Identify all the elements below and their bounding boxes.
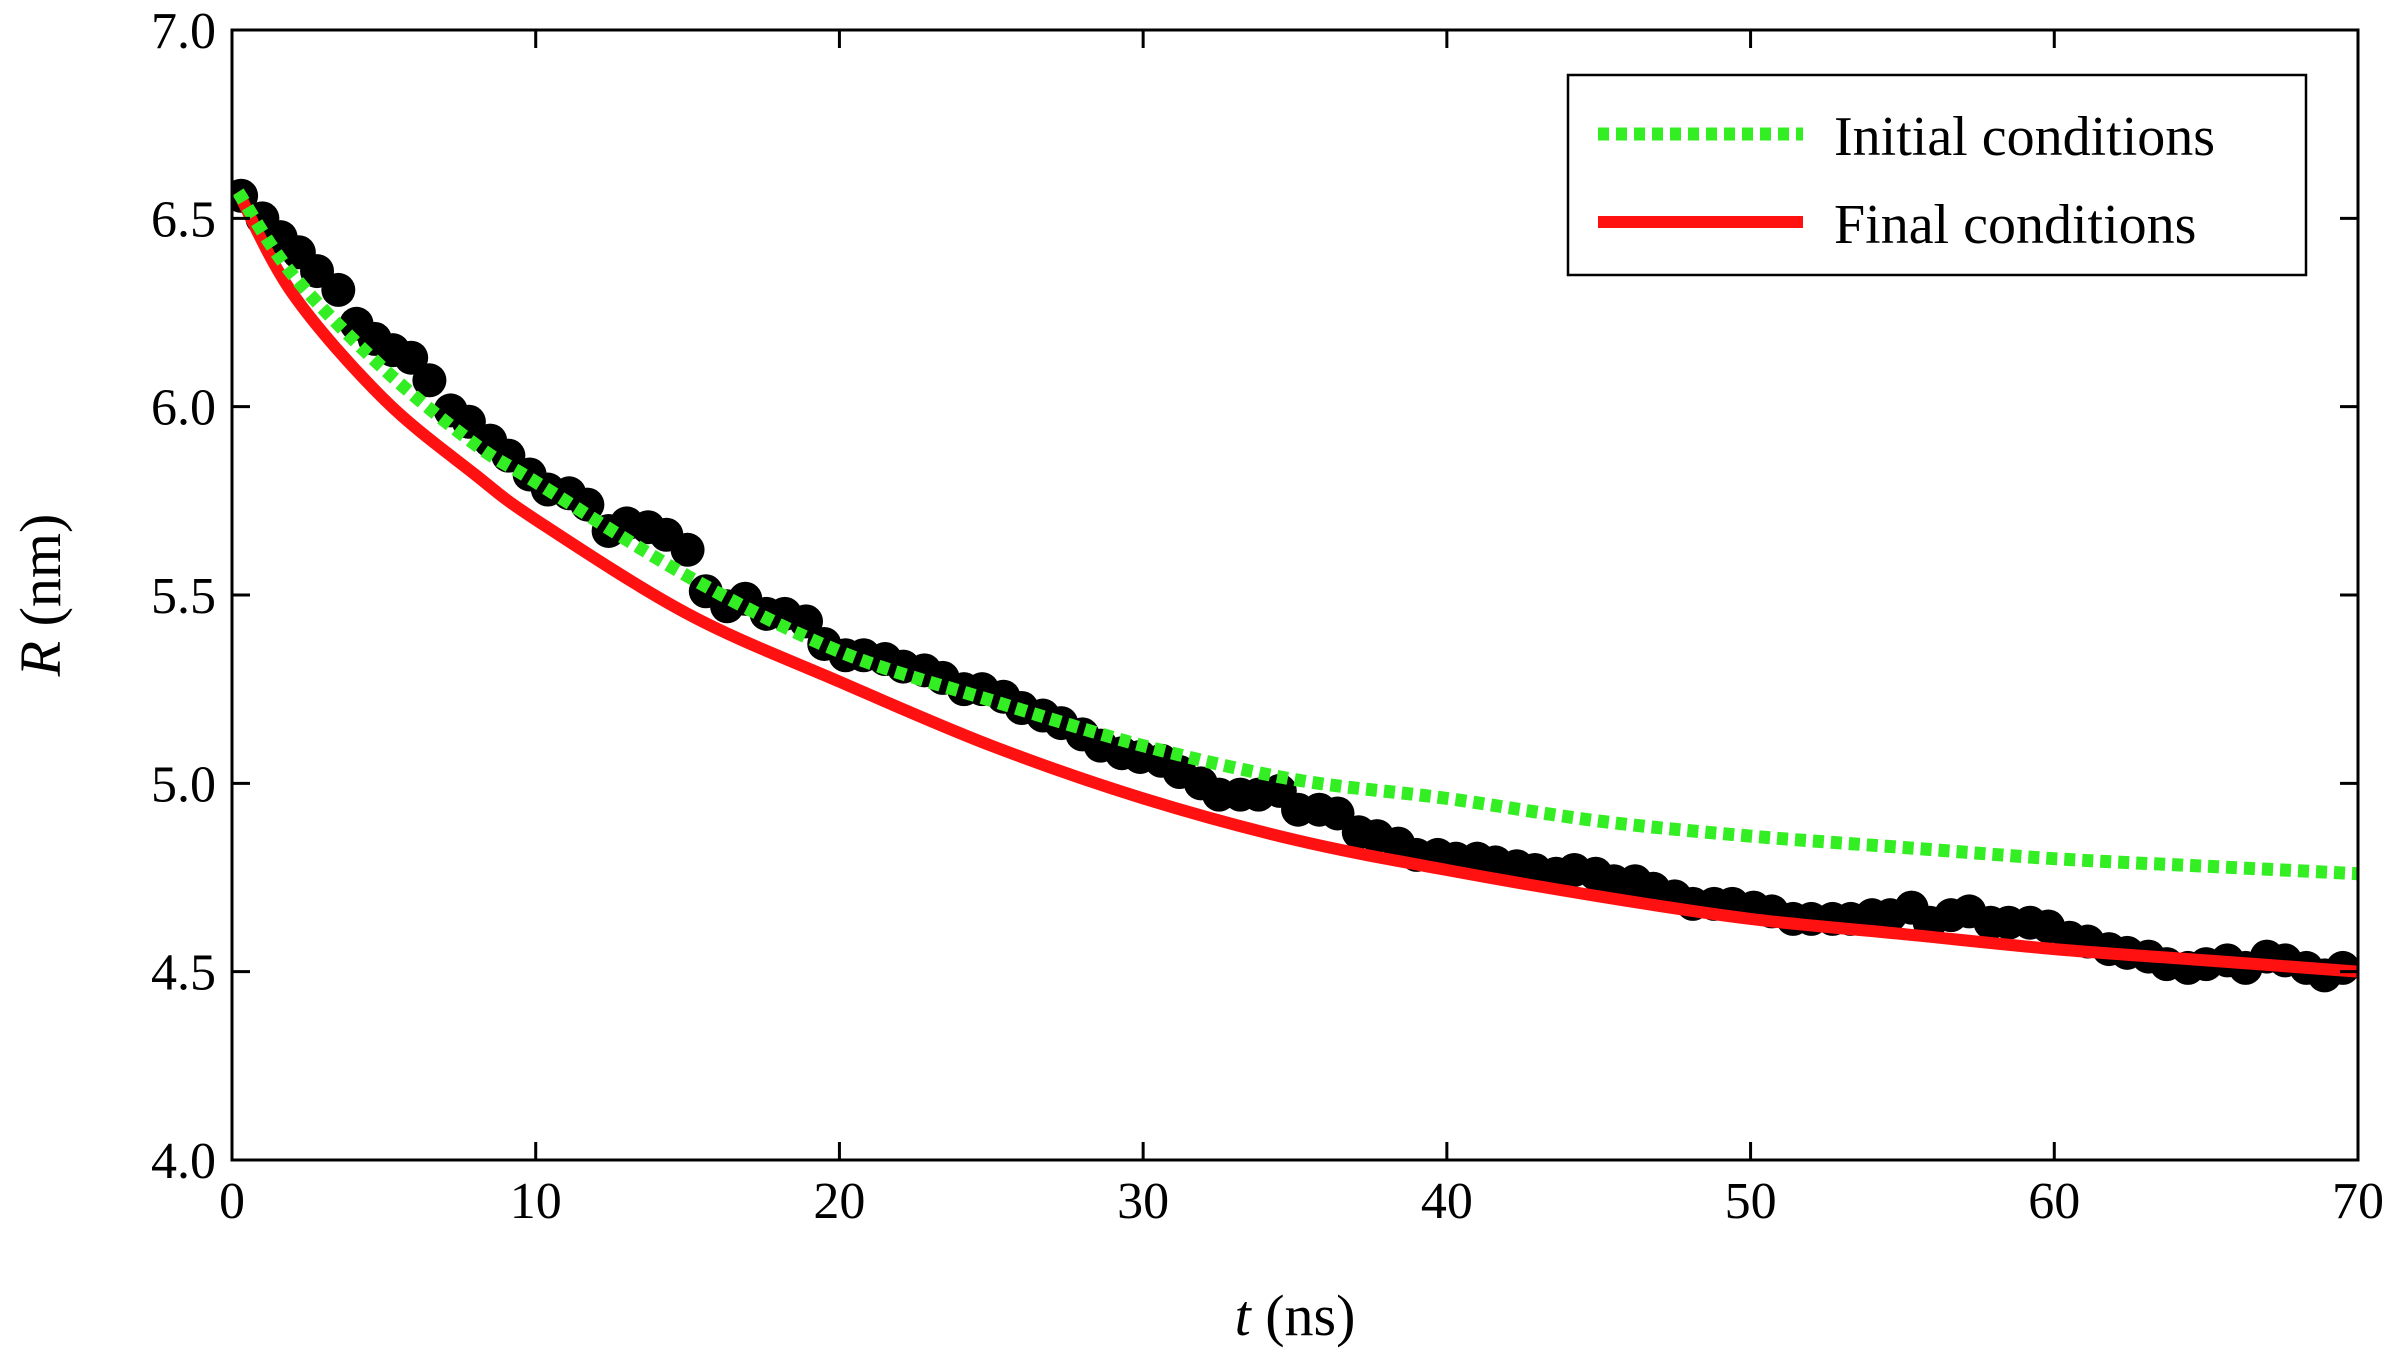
- final-conditions-line: [232, 189, 2358, 978]
- data-point: [670, 532, 705, 567]
- data-point: [412, 363, 447, 398]
- x-tick-labels: 0 10 20 30 40 50 60 70: [219, 1173, 2384, 1230]
- scatter-series: [232, 178, 2358, 993]
- y-tick-label: 5.0: [151, 756, 216, 813]
- x-axis-label: t (ns): [1235, 1283, 1356, 1348]
- y-axis-symbol: R: [8, 641, 73, 677]
- data-point: [321, 272, 356, 307]
- y-tick-label: 7.0: [151, 3, 216, 60]
- y-tick-label: 4.5: [151, 945, 216, 1002]
- x-tick-label: 0: [219, 1173, 245, 1230]
- x-tick-label: 20: [813, 1173, 865, 1230]
- y-axis-unit: (nm): [8, 514, 73, 641]
- x-tick-label: 50: [1725, 1173, 1777, 1230]
- y-tick-labels: 4.0 4.5 5.0 5.5 6.0 6.5 7.0: [151, 3, 216, 1190]
- initial-conditions-line: [232, 188, 2358, 881]
- legend: Initial conditions Final conditions: [1566, 73, 2308, 277]
- y-tick-label: 5.5: [151, 568, 216, 625]
- x-tick-label: 40: [1421, 1173, 1473, 1230]
- ticks-layer: [230, 28, 2360, 1162]
- y-tick-label: 6.5: [151, 191, 216, 248]
- x-axis-symbol: t: [1235, 1283, 1253, 1348]
- x-tick-label: 70: [2332, 1173, 2384, 1230]
- legend-box: [1566, 73, 2308, 277]
- x-tick-label: 30: [1117, 1173, 1169, 1230]
- legend-label-final-conditions: Final conditions: [1834, 194, 2196, 256]
- x-tick-label: 60: [2028, 1173, 2080, 1230]
- y-tick-label: 6.0: [151, 380, 216, 437]
- series-layer: [232, 178, 2358, 993]
- x-tick-label: 10: [510, 1173, 562, 1230]
- x-axis-unit: (ns): [1251, 1283, 1356, 1348]
- data-point: [394, 340, 429, 375]
- y-tick-label: 4.0: [151, 1133, 216, 1190]
- y-axis-label: R (nm): [8, 514, 73, 678]
- legend-label-initial-conditions: Initial conditions: [1834, 106, 2215, 168]
